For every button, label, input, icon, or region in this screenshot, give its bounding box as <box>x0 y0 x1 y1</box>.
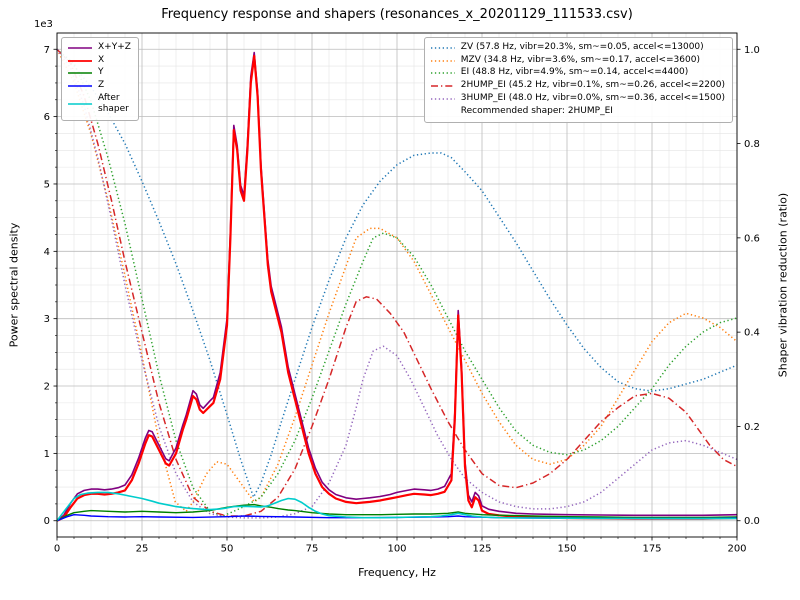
chart-title: Frequency response and shapers (resonanc… <box>161 7 633 22</box>
y-left-tick-label: 1 <box>44 449 50 460</box>
y-left-tick-label: 3 <box>44 314 50 325</box>
legend-line-sample-ei <box>430 72 455 74</box>
legend-label-z: Z <box>98 80 105 91</box>
y-left-tick-label: 5 <box>44 179 50 190</box>
y-axis-offset-label: 1e3 <box>34 19 53 30</box>
y-right-tick-label: 0.6 <box>744 233 760 244</box>
x-tick-label: 100 <box>387 544 406 555</box>
legend-item-3hump_ei: 3HUMP_EI (48.0 Hz, vibr=0.0%, sm~=0.36, … <box>430 93 725 105</box>
legend-line-sample-after_shaper <box>68 103 92 106</box>
y-axis-left-label: Power spectral density <box>7 222 21 348</box>
legend-label-mzv: MZV (34.8 Hz, vibr=3.6%, sm~=0.17, accel… <box>460 54 700 65</box>
legend-item-2hump_ei: 2HUMP_EI (45.2 Hz, vibr=0.1%, sm~=0.26, … <box>430 80 725 92</box>
legend-line-sample-y <box>68 72 92 74</box>
axis-ticks: 0 25 50 75 100 125 150 175 200 0 1 2 3 4 5 6 7 0.0 0.2 0.4 0… <box>44 45 760 555</box>
legend-item-ei: EI (48.8 Hz, vibr=4.9%, sm~=0.14, accel<… <box>430 67 725 79</box>
x-tick-label: 75 <box>306 544 319 555</box>
series-after_shaper-line <box>56 491 738 522</box>
legend-item-x: X <box>67 55 131 67</box>
y-right-tick-label: 0.0 <box>744 516 760 527</box>
y-left-tick-label: 7 <box>44 45 50 56</box>
y-left-tick-label: 2 <box>44 382 50 393</box>
legend-label-xyz: X+Y+Z <box>98 42 131 52</box>
shaper-legend: ZV (57.8 Hz, vibr=20.3%, sm~=0.05, accel… <box>423 37 733 124</box>
recommended-shaper-note: Recommended shaper: 2HUMP_EI <box>460 106 613 117</box>
legend-label-2hump_ei: 2HUMP_EI (45.2 Hz, vibr=0.1%, sm~=0.26, … <box>460 80 725 91</box>
y-left-tick-label: 4 <box>44 247 50 258</box>
x-tick-label: 150 <box>557 544 576 555</box>
legend-label-after_shaper: After shaper <box>98 92 129 115</box>
legend-line-sample-mzv <box>430 59 455 62</box>
legend-item-z: Z <box>67 80 131 92</box>
legend-item-zv: ZV (57.8 Hz, vibr=20.3%, sm~=0.05, accel… <box>430 42 725 54</box>
y-right-tick-label: 0.4 <box>744 328 760 339</box>
series-3hump_ei-line <box>56 48 738 519</box>
legend-label-zv: ZV (57.8 Hz, vibr=20.3%, sm~=0.05, accel… <box>460 42 704 52</box>
legend-line-sample-xyz <box>68 47 92 49</box>
x-tick-label: 175 <box>642 544 661 555</box>
x-axis-label: Frequency, Hz <box>358 566 436 579</box>
y-right-tick-label: 1.0 <box>744 45 760 56</box>
legend-label-ei: EI (48.8 Hz, vibr=4.9%, sm~=0.14, accel<… <box>460 67 689 78</box>
x-tick-label: 125 <box>472 544 491 555</box>
legend-line-sample-zv <box>430 47 455 49</box>
legend-line-sample-x <box>68 59 92 62</box>
legend-label-y: Y <box>98 67 104 78</box>
legend-label-x: X <box>98 54 105 65</box>
y-left-tick-label: 0 <box>44 516 50 527</box>
legend-item-mzv: MZV (34.8 Hz, vibr=3.6%, sm~=0.17, accel… <box>430 55 725 67</box>
legend-item-y: Y <box>67 67 131 79</box>
x-tick-label: 0 <box>54 544 60 555</box>
legend-line-sample-3hump_ei <box>430 97 455 100</box>
y-axis-right-label: Shaper vibration reduction (ratio) <box>776 192 790 378</box>
series-zv-line <box>56 48 738 498</box>
legend-line-sample-z <box>68 85 92 87</box>
x-tick-label: 50 <box>221 544 234 555</box>
y-right-tick-label: 0.8 <box>744 139 760 150</box>
x-tick-label: 200 <box>727 544 746 555</box>
legend-item-xyz: X+Y+Z <box>67 42 131 54</box>
y-right-tick-label: 0.2 <box>744 422 760 433</box>
x-tick-label: 25 <box>136 544 149 555</box>
series-lines <box>56 48 738 522</box>
legend-item-after_shaper: After shaper <box>67 93 131 116</box>
series-y-line <box>56 503 738 522</box>
legend-label-3hump_ei: 3HUMP_EI (48.0 Hz, vibr=0.0%, sm~=0.36, … <box>460 92 725 103</box>
series-2hump_ei-line <box>56 48 738 517</box>
y-left-tick-label: 6 <box>44 112 50 123</box>
legend-line-sample-2hump_ei <box>430 85 455 87</box>
series-x-line <box>56 54 738 522</box>
psd-legend: X+Y+Z X Y Z After shaper <box>61 37 139 122</box>
series-ei-line <box>56 48 738 517</box>
